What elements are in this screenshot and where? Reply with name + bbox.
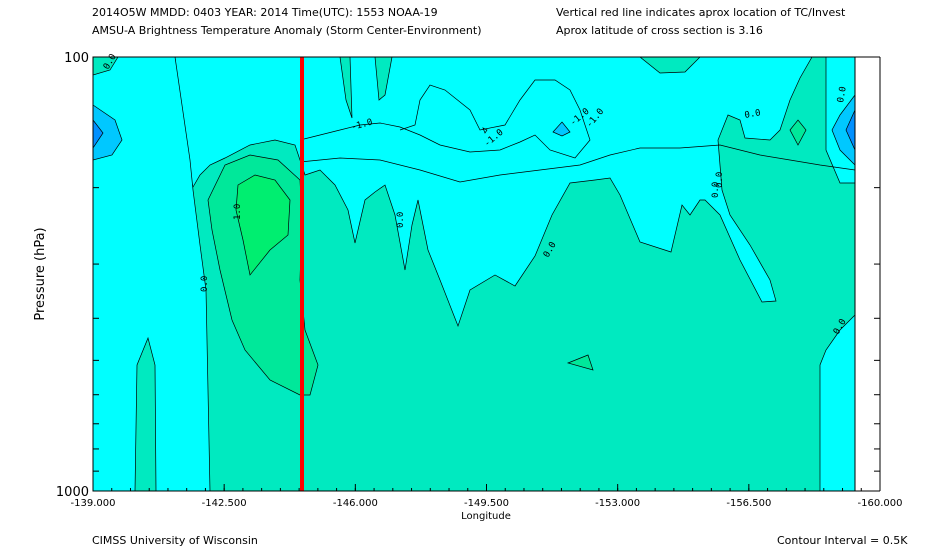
contour-mid-band [299,144,855,183]
y-tick-label: 1000 [56,485,89,500]
header-line1-left: 2014O5W MMDD: 0403 YEAR: 2014 Time(UTC):… [92,6,438,19]
contour-neg1-small [482,127,488,134]
region-pos05-right [789,119,807,146]
contour-label: 0.0 [200,276,210,292]
footer-left: CIMSS University of Wisconsin [92,534,258,547]
contour-label: 0.0 [396,212,406,228]
x-tick-label: -146.000 [333,498,378,509]
x-tick-label: -149.500 [464,498,509,509]
x-tick-labels: -139.000 -142.500 -146.000 -149.500 -153.000… [71,498,903,509]
region-0-top-a [93,57,119,76]
region-0-top-b [339,57,353,119]
x-tick-label: -160.000 [858,498,903,509]
region-0-top-c [374,57,393,101]
contour-label: 0.0 [744,108,762,121]
region-neg1-left [93,104,123,161]
x-tick-label: -142.500 [202,498,247,509]
plot-frame [92,56,856,492]
region-pos05-core [207,154,319,396]
contour-label: 1.0 [233,204,243,220]
y-tick-marks [93,56,880,492]
x-tick-label: -153.000 [595,498,640,509]
region-neg1-right [831,94,855,166]
region-neg05-right [819,183,855,491]
y-tick-labels: 100 1000 [56,51,89,500]
header-line1-right: Vertical red line indicates aprox locati… [556,6,846,19]
footer-right: Contour Interval = 0.5K [777,534,908,547]
region-pos1-core [235,174,291,276]
region-0-top-d [639,57,701,74]
x-axis-title: Longitude [461,511,511,522]
x-tick-label: -139.000 [71,498,116,509]
region-neg05-left [93,57,211,491]
contour-fill-layer [93,57,855,491]
region-neg1-mid [552,121,571,137]
header-line2-left: AMSU-A Brightness Temperature Anomaly (S… [92,24,482,37]
region-neg15-left [93,119,104,149]
contour-label: 0.0 [836,86,849,104]
y-tick-label: 100 [64,51,89,66]
region-neg15-right [845,109,855,151]
contour-label: 0.0 [711,182,721,198]
header-line2-right: Aprox latitude of cross section is 3.16 [556,24,763,37]
x-tick-label: -156.500 [726,498,771,509]
contour-neg1-upper [299,79,591,159]
region-pos05-mid [566,354,594,371]
contour-label: 0.0 [715,172,725,188]
y-axis-title: Pressure (hPa) [33,227,48,320]
x-tick-marks [92,484,881,491]
region-pos-left-spike [134,336,157,491]
